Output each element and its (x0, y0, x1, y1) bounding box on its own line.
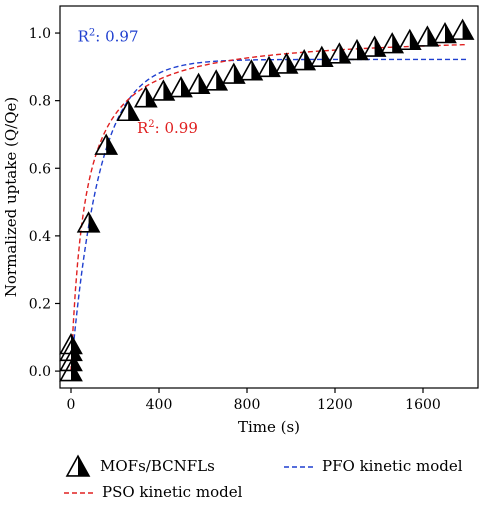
data-point (133, 86, 158, 108)
legend-label: PSO kinetic model (102, 483, 243, 500)
y-tick-label: 0.2 (29, 296, 51, 312)
x-tick-label: 800 (234, 397, 261, 413)
r-squared-annotation: R2: 0.99 (137, 119, 198, 137)
x-tick-label: 1600 (405, 397, 441, 413)
x-axis-title: Time (s) (238, 418, 300, 436)
y-tick-label: 1.0 (29, 26, 51, 42)
data-point (94, 133, 119, 155)
r-squared-annotation: R2: 0.97 (78, 27, 139, 45)
pfo-model-line (70, 58, 467, 372)
x-tick-label: 0 (67, 397, 76, 413)
x-tick-label: 400 (146, 397, 173, 413)
data-point (450, 18, 475, 40)
pso-model-line (70, 43, 468, 372)
y-tick-label: 0.4 (29, 229, 51, 245)
y-tick-label: 0.0 (29, 364, 51, 380)
legend-label: MOFs/BCNFLs (100, 457, 215, 475)
y-tick-label: 0.6 (29, 161, 51, 177)
x-tick-label: 1200 (317, 397, 353, 413)
y-axis-title: Normalized uptake (Q/Qe) (2, 97, 20, 297)
data-point (204, 69, 229, 91)
data-point (116, 99, 141, 122)
data-point (59, 332, 83, 355)
plot-frame (59, 5, 479, 389)
legend: MOFs/BCNFLs PFO kinetic model PSO kinetic … (64, 454, 463, 501)
legend-marker-scatter (65, 454, 91, 477)
plot-area (59, 18, 475, 382)
axis-ticks: 0 400 800 1200 1600 0.0 0.2 0.4 0.6 0.8 1.0 (29, 26, 441, 413)
annotations: R2: 0.97 R2: 0.99 (78, 27, 198, 136)
data-point (76, 211, 101, 233)
legend-label: PFO kinetic model (322, 457, 463, 475)
y-tick-label: 0.8 (29, 94, 51, 110)
